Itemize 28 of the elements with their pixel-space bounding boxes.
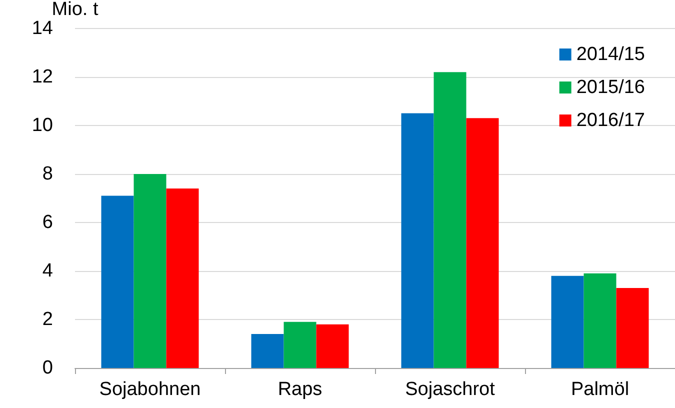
y-axis-title: Mio. t [52, 0, 99, 20]
y-tick-label: 6 [42, 212, 53, 233]
bar [284, 322, 316, 368]
y-tick-label: 2 [42, 308, 53, 330]
bar [434, 72, 466, 368]
y-tick-label: 4 [42, 260, 54, 282]
bar [466, 118, 499, 368]
bar [251, 334, 284, 368]
y-tick-label: 10 [32, 114, 53, 136]
legend-label: 2015/16 [576, 77, 646, 98]
y-tick-label: 12 [32, 66, 53, 88]
bar [616, 288, 649, 368]
y-tick-label: 0 [42, 358, 53, 378]
x-tick-label: Palmöl [570, 379, 630, 400]
y-tick-label: 14 [32, 18, 54, 39]
bar [551, 276, 584, 368]
bar [401, 113, 434, 368]
x-tick-label: Sojaschrot [405, 379, 496, 400]
legend-label: 2014/15 [576, 44, 646, 65]
bar [316, 324, 349, 368]
x-tick-label: Sojabohnen [99, 379, 201, 400]
bar [584, 273, 616, 368]
bar [101, 196, 134, 368]
bar [166, 188, 199, 368]
bar [134, 174, 166, 368]
y-tick-label: 8 [42, 163, 53, 184]
x-tick-label: Raps [278, 379, 322, 400]
legend-label: 2016/17 [576, 110, 646, 131]
